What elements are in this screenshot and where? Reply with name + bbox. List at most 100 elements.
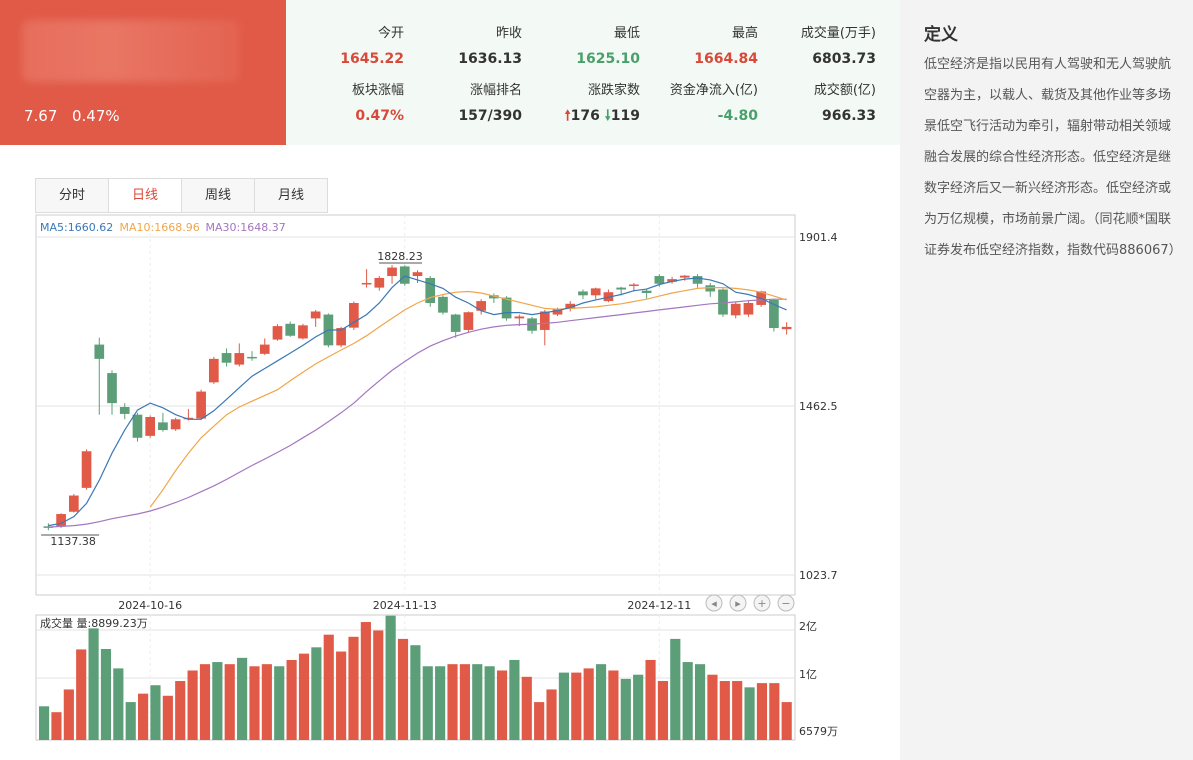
volume-bar xyxy=(286,659,297,740)
volume-bar xyxy=(397,638,409,740)
stat-volume: 成交量(万手) 6803.73 xyxy=(766,24,876,70)
volume-bar xyxy=(311,647,322,740)
stat-label: 资金净流入(亿) xyxy=(669,83,758,98)
candle-body xyxy=(209,358,219,383)
volume-bar xyxy=(608,670,619,740)
stats-panel: 今开 1645.22 昨收 1636.13 最低 1625.10 最高 1664… xyxy=(286,0,900,145)
stat-label: 今开 xyxy=(377,26,404,41)
candle-body xyxy=(183,417,194,420)
candle-body xyxy=(705,285,716,292)
candle-body xyxy=(298,325,308,339)
candle-body xyxy=(539,311,550,330)
candle-body xyxy=(361,282,372,285)
candle-body xyxy=(170,419,181,430)
volume-bar xyxy=(63,689,74,740)
stat-sector-rise: 板块涨幅 0.47% xyxy=(294,81,404,127)
stat-label: 成交额(亿) xyxy=(813,83,876,98)
volume-bar xyxy=(521,676,532,740)
volume-bar xyxy=(360,622,371,740)
candle-body xyxy=(489,295,499,299)
blurred-price xyxy=(22,20,240,82)
volume-bar xyxy=(558,672,569,740)
stat-value: 1664.84 xyxy=(694,51,758,67)
volume-bar xyxy=(447,664,458,740)
candle-body xyxy=(565,303,576,309)
stat-label: 最高 xyxy=(731,26,758,41)
candle-body xyxy=(616,287,626,290)
volume-bar xyxy=(719,681,730,740)
ma10-line xyxy=(149,287,787,508)
candle-body xyxy=(476,301,486,311)
prev-button[interactable] xyxy=(705,594,723,612)
period-tabs: 分时 日线 周线 月线 xyxy=(35,178,328,213)
candle-body xyxy=(285,323,296,336)
tab-monthly[interactable]: 月线 xyxy=(277,188,304,203)
definition-panel: 定义 低空经济是指以民用有人驾驶和无人驾驶航空器为主，以载人、载货及其他作业等多… xyxy=(900,0,1193,760)
tab-intraday[interactable]: 分时 xyxy=(36,179,109,212)
candle-body xyxy=(43,526,54,528)
candle-body xyxy=(578,291,588,296)
tab-daily[interactable]: 日线 xyxy=(109,179,182,212)
next-button-icon: ▸ xyxy=(735,597,741,610)
stat-value: 1636.13 xyxy=(458,51,522,67)
zoom-in-button-icon: + xyxy=(757,597,766,610)
stat-value: 157/390 xyxy=(458,108,522,124)
candle-body xyxy=(310,311,321,319)
kline-chart: 1901.4 1462.5 1023.7 2024-10-16 2024-11-13 20… xyxy=(35,214,838,741)
candle-body xyxy=(259,344,270,354)
date-tick-label: 2024-10-16 xyxy=(118,599,182,612)
volume-bar xyxy=(732,681,743,740)
volume-bar xyxy=(323,634,334,740)
ma-legend-item: MA10:1668.96 xyxy=(120,221,200,234)
volume-bar xyxy=(410,645,421,740)
candle-body xyxy=(158,422,168,431)
volume-bar xyxy=(633,674,644,740)
stat-value: 966.33 xyxy=(821,108,876,124)
price-panel-border xyxy=(35,214,796,596)
candle-body xyxy=(667,279,677,282)
volume-tick-label: 1亿 xyxy=(799,668,817,681)
candle-body xyxy=(221,353,232,363)
candle-body xyxy=(234,353,245,365)
stat-turnover: 成交额(亿) 966.33 xyxy=(766,81,876,127)
volume-bar xyxy=(546,689,557,740)
price-tick-label: 1462.5 xyxy=(799,400,838,413)
stat-prev-close: 昨收 1636.13 xyxy=(412,24,522,70)
candle-body xyxy=(514,316,525,319)
zoom-out-button[interactable] xyxy=(777,594,795,612)
volume-tick-label: 6579万 xyxy=(799,725,838,738)
stat-low: 最低 1625.10 xyxy=(530,24,640,70)
zoom-out-button-icon: − xyxy=(781,597,790,610)
volume-bar xyxy=(100,649,112,740)
volume-bar xyxy=(682,662,693,740)
volume-bar xyxy=(595,664,607,740)
stat-open: 今开 1645.22 xyxy=(294,24,404,70)
zoom-in-button[interactable] xyxy=(753,594,771,612)
candle-body xyxy=(463,312,474,330)
volume-bar xyxy=(51,712,62,740)
volume-bar xyxy=(496,670,508,740)
next-button[interactable] xyxy=(729,594,747,612)
volume-legend: 成交量 量:8899.23万 xyxy=(40,616,148,630)
volume-bar xyxy=(88,628,99,740)
volume-bar xyxy=(459,664,470,740)
ma-legend-item: MA5:1660.62 xyxy=(40,221,113,234)
volume-bar xyxy=(744,687,755,740)
candle-body xyxy=(629,284,639,287)
volume-bar xyxy=(707,674,718,740)
volume-bar xyxy=(39,706,50,740)
candle-body xyxy=(425,277,436,304)
tab-weekly[interactable]: 周线 xyxy=(182,179,255,212)
stat-value: 6803.73 xyxy=(812,51,876,67)
volume-bar xyxy=(422,666,433,740)
volume-bar xyxy=(472,664,483,740)
stat-value: 0.47% xyxy=(355,108,404,124)
stat-value: 🠕176 🠗119 xyxy=(530,105,640,127)
volume-bar xyxy=(249,666,260,740)
candle-body xyxy=(107,373,117,404)
volume-bar xyxy=(694,664,706,740)
volume-bar xyxy=(237,657,248,740)
stat-advance-decline: 涨跌家数 🠕176 🠗119 xyxy=(530,81,640,127)
ma30-line xyxy=(48,298,787,528)
volume-bar xyxy=(224,664,235,740)
